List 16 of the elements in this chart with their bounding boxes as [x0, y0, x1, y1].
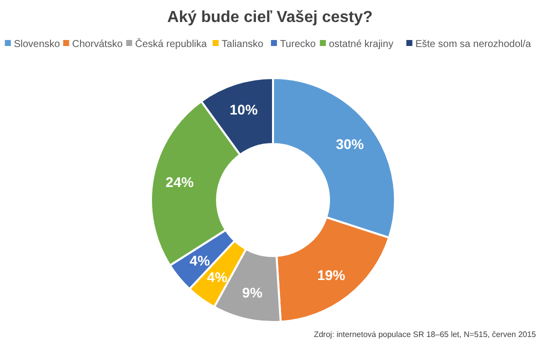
data-label: 30% — [336, 136, 364, 152]
text: Zdroj: internetová populace SR 18–65 let, N=515, červen 2015 — [314, 330, 537, 339]
legend-label: Slovensko — [14, 39, 60, 50]
legend-label: Turecko — [280, 39, 316, 50]
data-label: 24% — [166, 174, 194, 190]
data-label: 9% — [242, 284, 263, 301]
legend-label: Česká republika — [135, 38, 208, 50]
chart-title: Aký bude cieľ Vašej cesty? — [167, 9, 373, 26]
data-label: 19% — [317, 267, 346, 284]
legend-label: Ešte som sa nerozhodol/a — [415, 39, 532, 50]
legend-label: Taliansko — [222, 39, 264, 50]
data-label: 4% — [190, 252, 210, 269]
legend-label: ostatné krajiny — [328, 39, 394, 50]
data-label: 4% — [207, 268, 228, 285]
data-label: 10% — [230, 102, 258, 118]
legend-label: Chorvátsko — [72, 39, 124, 50]
